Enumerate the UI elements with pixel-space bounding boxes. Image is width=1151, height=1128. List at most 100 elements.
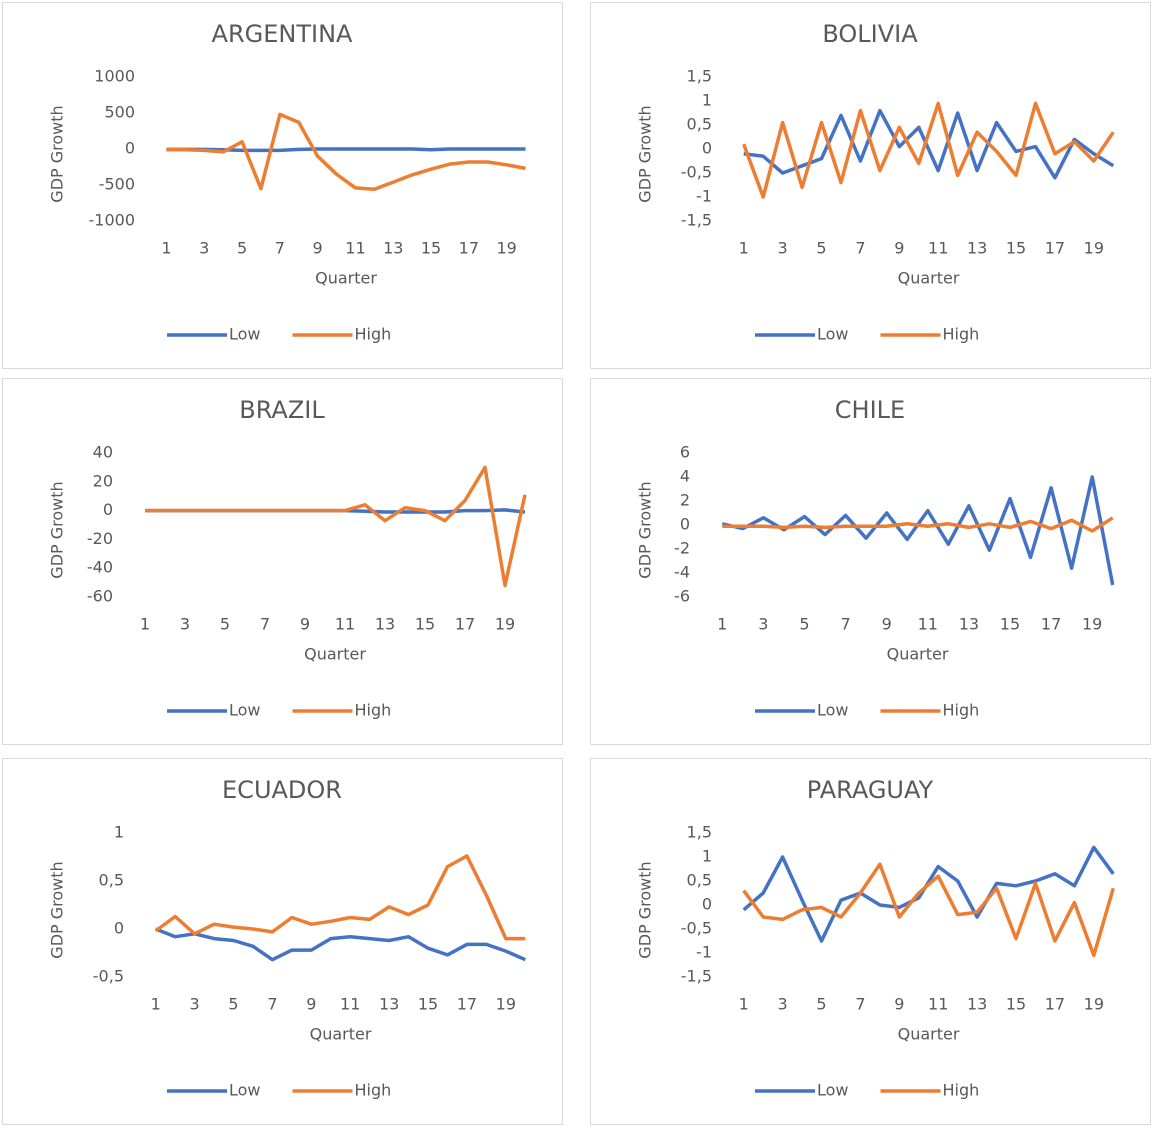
x-tick-label: 9 (306, 995, 316, 1014)
x-tick-label: 1 (140, 615, 150, 634)
x-tick-label: 1 (161, 239, 171, 258)
y-tick-label: -4 (674, 563, 690, 582)
legend-label: Low (229, 325, 261, 344)
chart-panel: BOLIVIA-1,5-1-0,500,511,51 3 5 7 9 11 13 15 17 19… (590, 2, 1151, 369)
legend-label: Low (229, 1081, 261, 1100)
x-tick-label: 17 (455, 615, 475, 634)
x-tick-label: 3 (758, 615, 768, 634)
x-tick-label: 7 (840, 615, 850, 634)
chart-title: ARGENTINA (212, 20, 354, 48)
y-tick-label: 0 (114, 919, 124, 938)
y-axis-label: GDP Growth (48, 105, 67, 202)
x-tick-label: 9 (894, 239, 904, 258)
line-series (742, 101, 1115, 199)
y-tick-label: -0,5 (681, 163, 712, 182)
y-tick-label: -1 (696, 187, 712, 206)
line-series (154, 854, 526, 941)
y-tick-label: -1000 (89, 211, 136, 230)
x-tick-label: 11 (928, 995, 948, 1014)
x-tick-label: 3 (190, 995, 200, 1014)
x-tick-label: 13 (379, 995, 399, 1014)
chart-panel: ECUADOR-0,500,511 3 5 7 9 11 13 15 17 19QuarterGD… (2, 758, 563, 1125)
x-axis-label: Quarter (898, 269, 960, 288)
chart-title: CHILE (835, 396, 905, 424)
y-tick-label: -60 (87, 587, 113, 606)
y-tick-label: 0 (103, 500, 113, 519)
x-tick-label: 13 (375, 615, 395, 634)
x-tick-label: 7 (855, 239, 865, 258)
y-axis-label: GDP Growth (48, 481, 67, 578)
y-axis-label: GDP Growth (636, 105, 655, 202)
panel-border (590, 378, 1151, 745)
x-tick-label: 3 (778, 995, 788, 1014)
y-tick-label: -0,5 (681, 919, 712, 938)
legend-label: High (943, 701, 980, 720)
y-axis-label: GDP Growth (48, 861, 67, 958)
panel-border (590, 2, 1151, 369)
x-tick-label: 17 (1041, 615, 1061, 634)
legend-label: High (355, 325, 392, 344)
x-tick-label: 1 (739, 239, 749, 258)
y-tick-label: -40 (87, 558, 113, 577)
panel-border (2, 758, 563, 1125)
x-axis-label: Quarter (310, 1025, 372, 1044)
line-series (742, 845, 1115, 943)
x-tick-label: 17 (1045, 239, 1065, 258)
y-tick-label: -2 (674, 539, 690, 558)
y-tick-label: -20 (87, 529, 113, 548)
x-tick-label: 15 (418, 995, 438, 1014)
x-tick-label: 19 (496, 995, 516, 1014)
chart-title: ECUADOR (222, 776, 342, 804)
x-axis-label: Quarter (315, 269, 377, 288)
legend-label: High (355, 1081, 392, 1100)
x-tick-label: 19 (496, 239, 516, 258)
x-tick-label: 19 (495, 615, 515, 634)
x-axis-label: Quarter (304, 645, 366, 664)
legend-label: Low (817, 701, 849, 720)
legend-label: Low (817, 325, 849, 344)
legend-label: Low (229, 701, 261, 720)
x-tick-label: 9 (313, 239, 323, 258)
x-tick-label: 5 (816, 995, 826, 1014)
y-tick-label: 0,5 (687, 871, 712, 890)
x-tick-label: 11 (918, 615, 938, 634)
x-tick-label: 5 (228, 995, 238, 1014)
y-tick-label: 0,5 (687, 115, 712, 134)
y-tick-label: -6 (674, 587, 690, 606)
x-tick-label: 17 (1045, 995, 1065, 1014)
x-tick-label: 11 (340, 995, 360, 1014)
line-series (722, 516, 1114, 533)
x-tick-label: 19 (1084, 239, 1104, 258)
x-tick-label: 15 (1000, 615, 1020, 634)
legend-label: High (943, 1081, 980, 1100)
x-tick-label: 5 (220, 615, 230, 634)
chart-title: BOLIVIA (822, 20, 918, 48)
chart-panel: PARAGUAY-1,5-1-0,500,511,51 3 5 7 9 11 13 15 17 1… (590, 758, 1151, 1125)
y-tick-label: 6 (680, 443, 690, 462)
panel-border (2, 2, 563, 369)
x-tick-label: 3 (778, 239, 788, 258)
panel-border (2, 378, 563, 745)
x-tick-label: 13 (967, 239, 987, 258)
x-tick-label: 1 (717, 615, 727, 634)
y-tick-label: 1 (702, 847, 712, 866)
x-tick-label: 13 (383, 239, 403, 258)
y-tick-label: 0,5 (99, 871, 124, 890)
x-tick-label: 9 (894, 995, 904, 1014)
x-tick-label: 15 (421, 239, 441, 258)
y-tick-label: 1,5 (687, 67, 712, 86)
legend-label: High (355, 701, 392, 720)
y-tick-label: -1 (696, 943, 712, 962)
y-tick-label: -0,5 (93, 967, 124, 986)
y-tick-label: 0 (125, 139, 135, 158)
y-tick-label: 2 (680, 491, 690, 510)
y-tick-label: 1 (702, 91, 712, 110)
y-tick-label: 20 (93, 471, 113, 490)
line-series (145, 465, 527, 588)
x-axis-label: Quarter (898, 1025, 960, 1044)
x-tick-label: 5 (237, 239, 247, 258)
